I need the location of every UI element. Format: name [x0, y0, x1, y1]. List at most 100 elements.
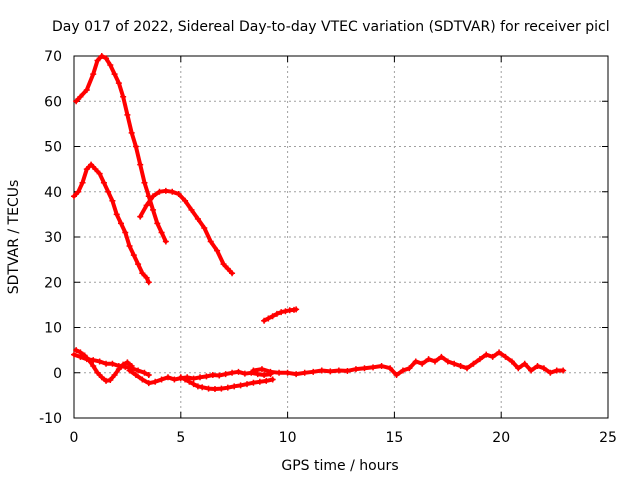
data-point — [361, 365, 368, 372]
data-point — [301, 369, 308, 376]
data-point — [412, 358, 419, 365]
data-point — [152, 378, 159, 385]
data-point — [273, 310, 280, 317]
data-point — [88, 161, 95, 168]
data-point — [90, 362, 97, 369]
data-point — [515, 365, 522, 372]
data-point — [282, 308, 289, 315]
data-point — [352, 366, 359, 373]
data-point — [175, 191, 182, 198]
data-point — [135, 367, 142, 374]
data-point — [122, 229, 129, 236]
data-point — [241, 370, 248, 377]
y-tick-label: 20 — [44, 275, 62, 291]
data-point — [203, 373, 210, 380]
x-tick-label: 25 — [599, 430, 617, 446]
data-point — [154, 220, 161, 227]
data-point — [201, 224, 208, 231]
data-point — [107, 376, 114, 383]
data-point — [132, 143, 139, 150]
data-point — [111, 372, 118, 379]
data-point — [464, 365, 471, 372]
data-point — [310, 368, 317, 375]
data-point — [276, 369, 283, 376]
data-point — [145, 279, 152, 286]
data-point — [220, 261, 227, 268]
data-point — [199, 384, 206, 391]
data-point — [318, 367, 325, 374]
data-point — [73, 98, 80, 105]
data-point — [103, 55, 110, 62]
data-point — [263, 377, 270, 384]
data-point — [162, 187, 169, 194]
data-point — [327, 368, 334, 375]
data-point — [81, 352, 88, 359]
y-tick-label: 0 — [53, 366, 62, 382]
data-point — [502, 353, 509, 360]
data-point — [231, 383, 238, 390]
data-point — [156, 188, 163, 195]
data-point — [438, 353, 445, 360]
y-tick-label: 10 — [44, 321, 62, 337]
x-tick-label: 15 — [385, 430, 403, 446]
data-point — [534, 362, 541, 369]
data-point — [224, 384, 231, 391]
data-point — [139, 376, 146, 383]
data-point — [399, 367, 406, 374]
data-point — [139, 270, 146, 277]
series-arc-f — [73, 347, 135, 384]
data-point — [284, 369, 291, 376]
data-point — [250, 367, 257, 374]
x-tick-label: 10 — [279, 430, 297, 446]
series-arc-h — [177, 374, 276, 393]
data-point — [553, 367, 560, 374]
data-point — [145, 372, 152, 379]
data-point — [115, 366, 122, 373]
data-point — [222, 371, 229, 378]
data-point — [209, 372, 216, 379]
data-point — [75, 188, 82, 195]
data-point — [235, 368, 242, 375]
data-point — [293, 371, 300, 378]
data-point — [496, 349, 503, 356]
data-point — [115, 80, 122, 87]
data-point — [128, 129, 135, 136]
y-tick-label: 30 — [44, 230, 62, 246]
series-line — [138, 188, 235, 276]
data-point — [269, 313, 276, 320]
data-marks — [71, 53, 567, 393]
data-point — [425, 356, 432, 363]
data-point — [113, 211, 120, 218]
data-point — [483, 351, 490, 358]
data-point — [293, 306, 300, 313]
data-point — [171, 376, 178, 383]
data-point — [145, 380, 152, 387]
data-point — [344, 367, 351, 374]
data-point — [126, 367, 133, 374]
data-point — [141, 179, 148, 186]
series-arc-i — [250, 349, 567, 379]
data-point — [547, 369, 554, 376]
data-point — [107, 62, 114, 69]
data-point — [190, 381, 197, 388]
data-point — [111, 71, 118, 78]
data-point — [124, 359, 131, 366]
data-point — [164, 374, 171, 381]
data-point — [120, 361, 127, 368]
data-point — [137, 161, 144, 168]
data-point — [177, 374, 184, 381]
data-point — [73, 347, 80, 354]
data-point — [143, 202, 150, 209]
data-point — [521, 360, 528, 367]
data-point — [419, 360, 426, 367]
data-point — [137, 213, 144, 220]
data-point — [186, 378, 193, 385]
data-point — [194, 383, 201, 390]
data-point — [98, 53, 105, 59]
data-point — [83, 166, 90, 173]
data-point — [188, 206, 195, 213]
data-point — [335, 367, 342, 374]
data-point — [267, 368, 274, 375]
series-line — [251, 350, 566, 377]
